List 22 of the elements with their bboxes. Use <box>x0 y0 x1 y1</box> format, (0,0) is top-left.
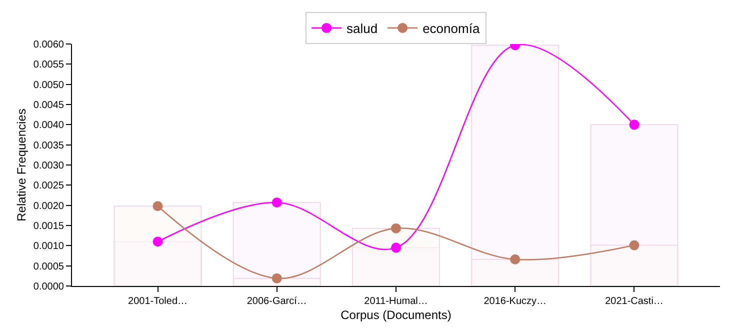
y-tick-label: 0.0040 <box>33 120 64 132</box>
x-tick-label: 2011-Humal… <box>364 296 428 307</box>
y-tick-label: 0.0055 <box>33 60 64 71</box>
y-tick-label: 0.0030 <box>33 160 64 172</box>
y-tick-label: 0.0045 <box>33 100 64 111</box>
y-tick-label: 0.0050 <box>33 80 64 91</box>
x-axis-title: Corpus (Documents) <box>340 308 452 322</box>
y-tick-label: 0.0015 <box>33 221 64 232</box>
y-axis-title: Relative Frequencies <box>14 108 29 222</box>
x-tick-label: 2021-Casti… <box>605 296 664 307</box>
y-tick-label: 0.0000 <box>33 282 64 292</box>
y-tick-label: 0.0060 <box>33 40 64 50</box>
x-tick-label: 2001-Toled… <box>128 296 188 307</box>
y-tick-label: 0.0035 <box>33 140 64 152</box>
x-tick-label: 2006-Garcí… <box>246 296 307 307</box>
legend-label: salud <box>346 21 378 36</box>
y-tick-label: 0.0020 <box>33 200 64 212</box>
y-tick-label: 0.0010 <box>33 241 64 252</box>
x-tick-label: 2016-Kuczy… <box>484 296 547 307</box>
legend-label: economía <box>422 21 480 36</box>
y-tick-label: 0.0005 <box>33 261 64 272</box>
y-tick-label: 0.0025 <box>33 180 64 192</box>
